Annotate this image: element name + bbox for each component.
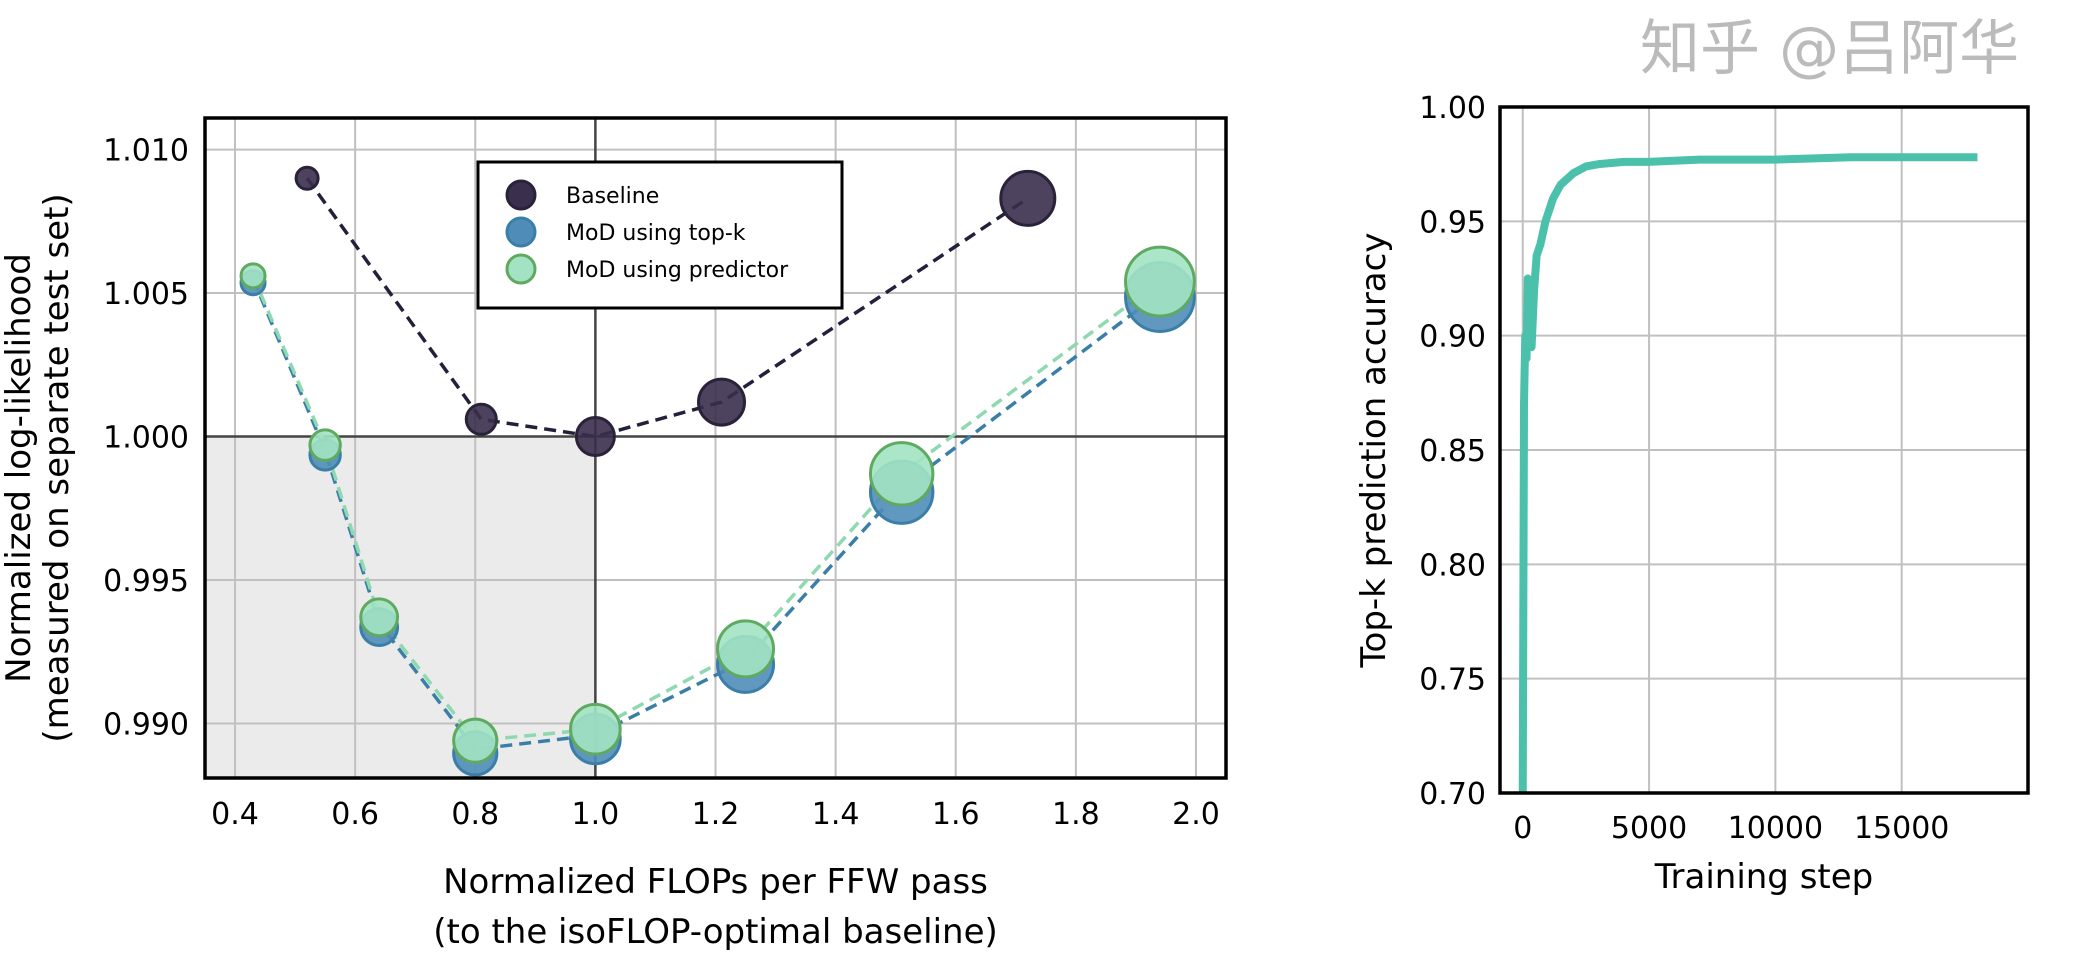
axes-frame [203,116,1228,780]
y-tick-label: 1.010 [103,134,189,169]
data-point-0 [574,416,616,458]
y-axis-label: Normalized log-likelihood [0,253,39,683]
y-tick-label: 0.90 [1419,320,1486,355]
y-tick-label: 1.005 [103,277,189,312]
x-axis-label: (to the isoFLOP-optimal baseline) [433,912,998,952]
x-tick-label: 0.6 [331,797,379,832]
data-point-0 [464,402,498,436]
data-point-2 [239,262,267,290]
x-tick-label: 1.2 [692,797,740,832]
data-point-0 [697,377,747,427]
legend-marker [505,216,537,248]
x-tick-label: 0.8 [451,797,499,832]
legend-label: MoD using top-k [566,221,746,246]
watermark: 知乎 @吕阿华 [1640,14,2020,84]
legend-label: MoD using predictor [566,258,789,283]
y-axis-label: Top-k prediction accuracy [1354,233,1394,669]
x-tick-label: 10000 [1728,811,1823,846]
data-point-2 [569,702,622,756]
y-tick-label: 1.00 [1419,91,1486,126]
y-tick-label: 0.990 [103,707,189,742]
y-tick-label: 0.75 [1419,663,1486,698]
y-tick-label: 0.85 [1419,434,1486,469]
y-tick-label: 1.000 [103,421,189,456]
x-tick-label: 1.8 [1052,797,1100,832]
data-point-2 [1124,245,1196,318]
series-line-0 [305,177,1029,439]
data-point-2 [452,717,499,764]
data-point-0 [999,169,1057,227]
accuracy-line [1518,153,1978,794]
data-point-2 [716,619,776,679]
x-tick-label: 1.4 [812,797,860,832]
axes-frame [1498,105,2030,795]
x-tick-label: 1.0 [572,797,620,832]
shaded-region [205,436,596,778]
x-tick-label: 2.0 [1172,797,1220,832]
legend-label: Baseline [566,184,659,209]
y-tick-label: 0.95 [1419,205,1486,240]
x-tick-label: 0.4 [211,797,259,832]
x-tick-label: 5000 [1611,811,1687,846]
data-point-0 [294,165,320,191]
data-point-2 [308,428,342,462]
legend-marker [505,253,537,285]
x-tick-label: 15000 [1854,811,1949,846]
data-point-2 [868,441,935,507]
y-tick-label: 0.70 [1419,777,1486,812]
data-point-2 [359,597,400,638]
x-axis-label: Training step [1654,857,1874,897]
y-axis-label: (measured on separate test set) [37,193,77,742]
x-tick-label: 1.6 [932,797,980,832]
y-tick-label: 0.995 [103,564,189,599]
y-tick-label: 0.80 [1419,548,1486,583]
x-axis-label: Normalized FLOPs per FFW pass [443,862,988,902]
x-tick-label: 0 [1513,811,1532,846]
legend-box [476,160,844,310]
legend-marker [505,179,537,211]
